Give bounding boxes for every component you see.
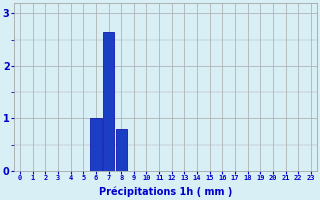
X-axis label: Précipitations 1h ( mm ): Précipitations 1h ( mm ) bbox=[99, 187, 232, 197]
Bar bbox=[103, 32, 114, 171]
Bar bbox=[116, 129, 127, 171]
Bar bbox=[90, 118, 101, 171]
